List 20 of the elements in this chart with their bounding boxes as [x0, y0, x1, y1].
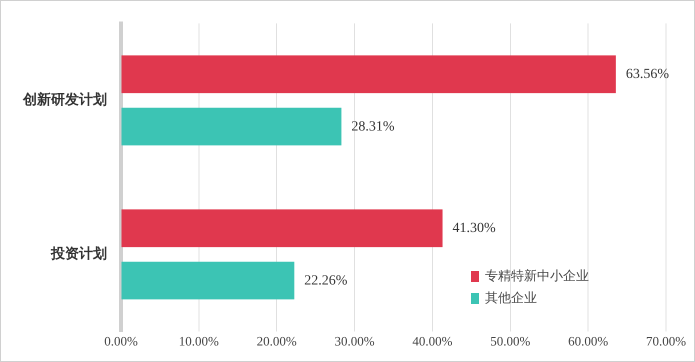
bar	[122, 108, 342, 146]
x-tick-label: 0.00%	[104, 334, 138, 349]
x-tick-label: 70.00%	[646, 334, 686, 349]
x-tick-label: 60.00%	[568, 334, 608, 349]
bar	[122, 209, 443, 248]
x-tick-label: 10.00%	[178, 334, 220, 349]
x-tick-label: 40.00%	[412, 334, 453, 349]
data-label: 28.31%	[351, 119, 395, 134]
x-tick-label: 50.00%	[490, 334, 530, 349]
bar	[122, 262, 294, 300]
data-label: 63.56%	[626, 66, 670, 82]
x-tick-label: 30.00%	[334, 334, 375, 349]
data-label: 41.30%	[452, 220, 496, 236]
x-tick-label: 20.00%	[256, 334, 297, 349]
data-label: 22.26%	[304, 273, 348, 288]
legend-label: 专精特新中小企业	[485, 268, 589, 285]
bar	[122, 55, 616, 94]
y-tick-label: 创新研发计划	[22, 91, 107, 108]
y-tick-label: 投资计划	[50, 246, 107, 262]
legend-label: 其他企业	[485, 290, 537, 307]
